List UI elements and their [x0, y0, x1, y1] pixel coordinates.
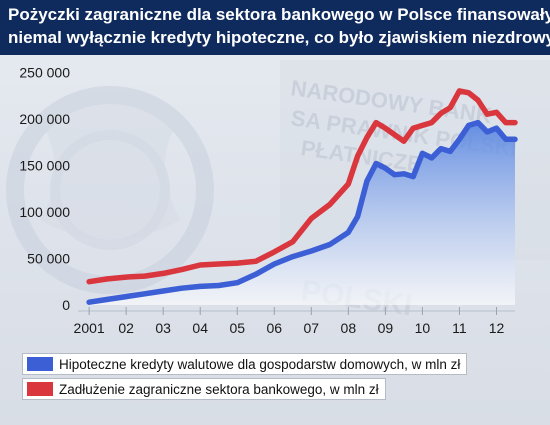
x-tick-label: 02 — [118, 320, 134, 336]
x-tick-label: 2001 — [74, 320, 105, 336]
y-tick-label: 50 000 — [27, 250, 70, 266]
x-tick-label: 05 — [229, 320, 245, 336]
series-line-foreign-debt — [86, 88, 518, 285]
series-area-0 — [89, 122, 515, 305]
y-tick-label: 200 000 — [19, 111, 70, 127]
y-tick-label: 150 000 — [19, 157, 70, 173]
x-tick-label: 04 — [192, 320, 208, 336]
legend: Hipoteczne kredyty walutowe dla gospodar… — [22, 353, 468, 403]
x-tick-label: 03 — [155, 320, 171, 336]
legend-item-foreign-debt: Zadłużenie zagraniczne sektora bankowego… — [22, 378, 386, 400]
legend-item-mortgage-loans: Hipoteczne kredyty walutowe dla gospodar… — [22, 353, 468, 375]
y-tick-label: 100 000 — [19, 204, 70, 220]
line-chart: 0 50 000 100 000 150 000 200 000 250 000 2001 0… — [19, 64, 518, 336]
legend-label-foreign-debt: Zadłużenie zagraniczne sektora bankowego… — [59, 381, 379, 397]
x-tick-label: 11 — [452, 320, 467, 336]
chart-title-line-2: niemal wyłącznie kredyty hipoteczne, co … — [8, 28, 550, 47]
chart-title-line-1: Pożyczki zagraniczne dla sektora bankowe… — [8, 5, 550, 24]
y-tick-label: 0 — [62, 297, 70, 313]
x-tick-label: 07 — [304, 320, 320, 336]
legend-swatch-red — [27, 382, 53, 396]
legend-label-mortgage-loans: Hipoteczne kredyty walutowe dla gospodar… — [59, 356, 461, 372]
x-tick-label: 09 — [378, 320, 394, 336]
y-tick-label: 250 000 — [19, 64, 70, 80]
x-tick-label: 08 — [341, 320, 357, 336]
x-tick-label: 10 — [415, 320, 431, 336]
series-line-mortgage-loans — [86, 119, 518, 305]
plot-area: 0 50 000 100 000 150 000 200 000 250 000 2001 0… — [19, 64, 518, 336]
x-tick-label: 12 — [489, 320, 505, 336]
chart-header: Pożyczki zagraniczne dla sektora bankowe… — [0, 0, 550, 55]
legend-swatch-blue — [27, 357, 53, 371]
x-tick-label: 06 — [266, 320, 282, 336]
